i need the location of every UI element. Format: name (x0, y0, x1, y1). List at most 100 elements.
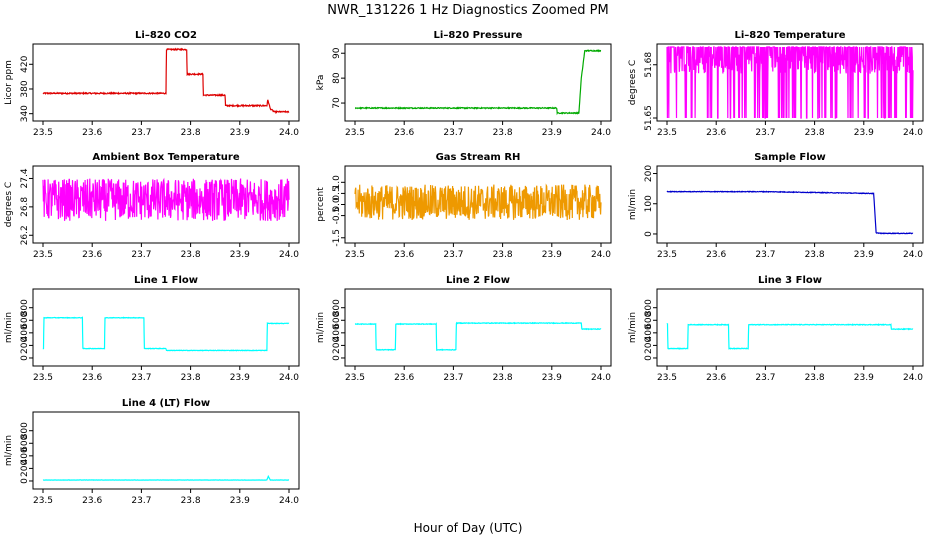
panels-group: Li–820 CO2 23.5 23.6 23.7 23.8 23.9 24.0 340 380… (4, 30, 924, 506)
x-tick-label: 23.9 (230, 250, 250, 260)
panel-title: Li–820 CO2 (135, 30, 197, 41)
y-tick-label: 100 (644, 195, 654, 212)
y-tick-label: 70 (332, 97, 342, 109)
y-tick-label: 800 (20, 422, 30, 439)
data-series-line (42, 47, 290, 115)
x-tick-label: 23.9 (230, 128, 250, 138)
panel-title: Line 1 Flow (134, 275, 198, 286)
plot-frame (32, 43, 300, 122)
panel-2: Li–820 Pressure 23.5 23.6 23.7 23.8 23.9 24.0 7… (316, 30, 612, 138)
x-tick-label: 23.8 (493, 373, 513, 383)
y-tick-label: 200 (644, 165, 654, 182)
panel-title: Gas Stream RH (436, 152, 521, 163)
y-tick-label: 600 (20, 434, 30, 451)
x-tick-label: 23.8 (493, 128, 513, 138)
panel-title: Li–820 Temperature (734, 30, 845, 41)
x-tick-label: 24.0 (279, 250, 299, 260)
panel-4: Ambient Box Temperature 23.5 23.6 23.7 23.8 2… (4, 152, 300, 260)
panel-title: Line 4 (LT) Flow (122, 398, 210, 409)
y-axis-label: ml/min (316, 312, 326, 343)
figure-xlabel: Hour of Day (UTC) (414, 521, 523, 535)
x-tick-label: 23.6 (706, 250, 726, 260)
x-tick-label: 23.9 (854, 373, 874, 383)
y-tick-label: 0 (644, 231, 654, 237)
data-series-line (666, 190, 914, 235)
x-tick-label: 23.6 (394, 128, 414, 138)
y-tick-label: 200 (20, 337, 30, 354)
x-tick-label: 24.0 (903, 250, 923, 260)
x-tick-label: 23.6 (82, 496, 102, 506)
y-tick-label: 80 (332, 72, 342, 84)
panel-7: Line 1 Flow 23.5 23.6 23.7 23.8 23.9 24.0 02004… (4, 275, 300, 383)
y-tick-label: 0.0 (332, 197, 342, 212)
x-tick-label: 23.7 (755, 373, 775, 383)
x-tick-label: 23.5 (33, 128, 53, 138)
data-series-line (354, 321, 602, 352)
panel-9: Line 3 Flow 23.5 23.6 23.7 23.8 23.9 24.0 02004… (628, 275, 924, 383)
plot-frame (32, 288, 300, 367)
panel-title: Line 3 Flow (758, 275, 822, 286)
plot-frame (656, 165, 924, 244)
x-tick-label: 23.8 (805, 250, 825, 260)
data-series-line (42, 177, 290, 221)
y-tick-label: 400 (332, 324, 342, 341)
x-tick-label: 23.7 (131, 373, 151, 383)
x-tick-label: 23.5 (657, 250, 677, 260)
y-tick-label: 26.8 (20, 197, 30, 217)
y-tick-label: 400 (644, 324, 654, 341)
panel-title: Li–820 Pressure (434, 30, 523, 41)
x-tick-label: 24.0 (279, 128, 299, 138)
x-tick-label: 23.6 (394, 250, 414, 260)
y-tick-label: 0 (20, 355, 30, 361)
x-tick-label: 23.7 (131, 250, 151, 260)
y-tick-label: 27.4 (20, 168, 30, 188)
x-tick-label: 24.0 (279, 496, 299, 506)
x-tick-label: 23.8 (805, 373, 825, 383)
panel-title: Sample Flow (754, 152, 826, 163)
y-tick-label: 200 (644, 337, 654, 354)
data-series-line (666, 46, 914, 119)
data-series-line (42, 474, 290, 481)
x-tick-label: 24.0 (591, 128, 611, 138)
x-tick-label: 23.7 (443, 250, 463, 260)
y-tick-label: 600 (644, 311, 654, 328)
x-tick-label: 23.9 (542, 250, 562, 260)
y-axis-label: ml/min (4, 435, 14, 466)
x-tick-label: 23.5 (345, 250, 365, 260)
x-tick-label: 23.9 (854, 250, 874, 260)
x-tick-label: 23.7 (755, 128, 775, 138)
x-tick-label: 23.9 (542, 128, 562, 138)
data-series-line (354, 49, 602, 116)
y-tick-label: 800 (332, 299, 342, 316)
x-tick-label: 24.0 (279, 373, 299, 383)
y-axis-label: ml/min (4, 312, 14, 343)
y-tick-label: 0 (644, 355, 654, 361)
x-tick-label: 23.8 (493, 250, 513, 260)
x-tick-label: 23.7 (131, 496, 151, 506)
y-tick-label: 26.2 (20, 225, 30, 245)
y-axis-label: Licor ppm (4, 60, 14, 105)
y-axis-label: kPa (316, 75, 326, 91)
data-series-line (42, 316, 290, 352)
y-tick-label: 200 (332, 337, 342, 354)
y-tick-label: 600 (332, 311, 342, 328)
panel-8: Line 2 Flow 23.5 23.6 23.7 23.8 23.9 24.0 02004… (316, 275, 612, 383)
plot-frame (344, 43, 612, 122)
x-tick-label: 23.5 (345, 373, 365, 383)
x-tick-label: 23.7 (755, 250, 775, 260)
x-tick-label: 23.5 (33, 250, 53, 260)
plot-frame (32, 165, 300, 244)
x-tick-label: 23.6 (394, 373, 414, 383)
y-tick-label: -1.5 (332, 229, 342, 247)
y-tick-label: 51.65 (644, 105, 654, 131)
y-axis-label: percent (316, 187, 326, 222)
x-tick-label: 23.7 (443, 128, 463, 138)
y-axis-label: degrees C (4, 182, 14, 227)
x-tick-label: 23.7 (131, 128, 151, 138)
data-series-line (666, 323, 914, 350)
y-axis-label: degrees C (628, 60, 638, 105)
x-tick-label: 23.9 (230, 496, 250, 506)
y-tick-label: -0.5 (332, 207, 342, 225)
y-tick-label: 400 (20, 324, 30, 341)
